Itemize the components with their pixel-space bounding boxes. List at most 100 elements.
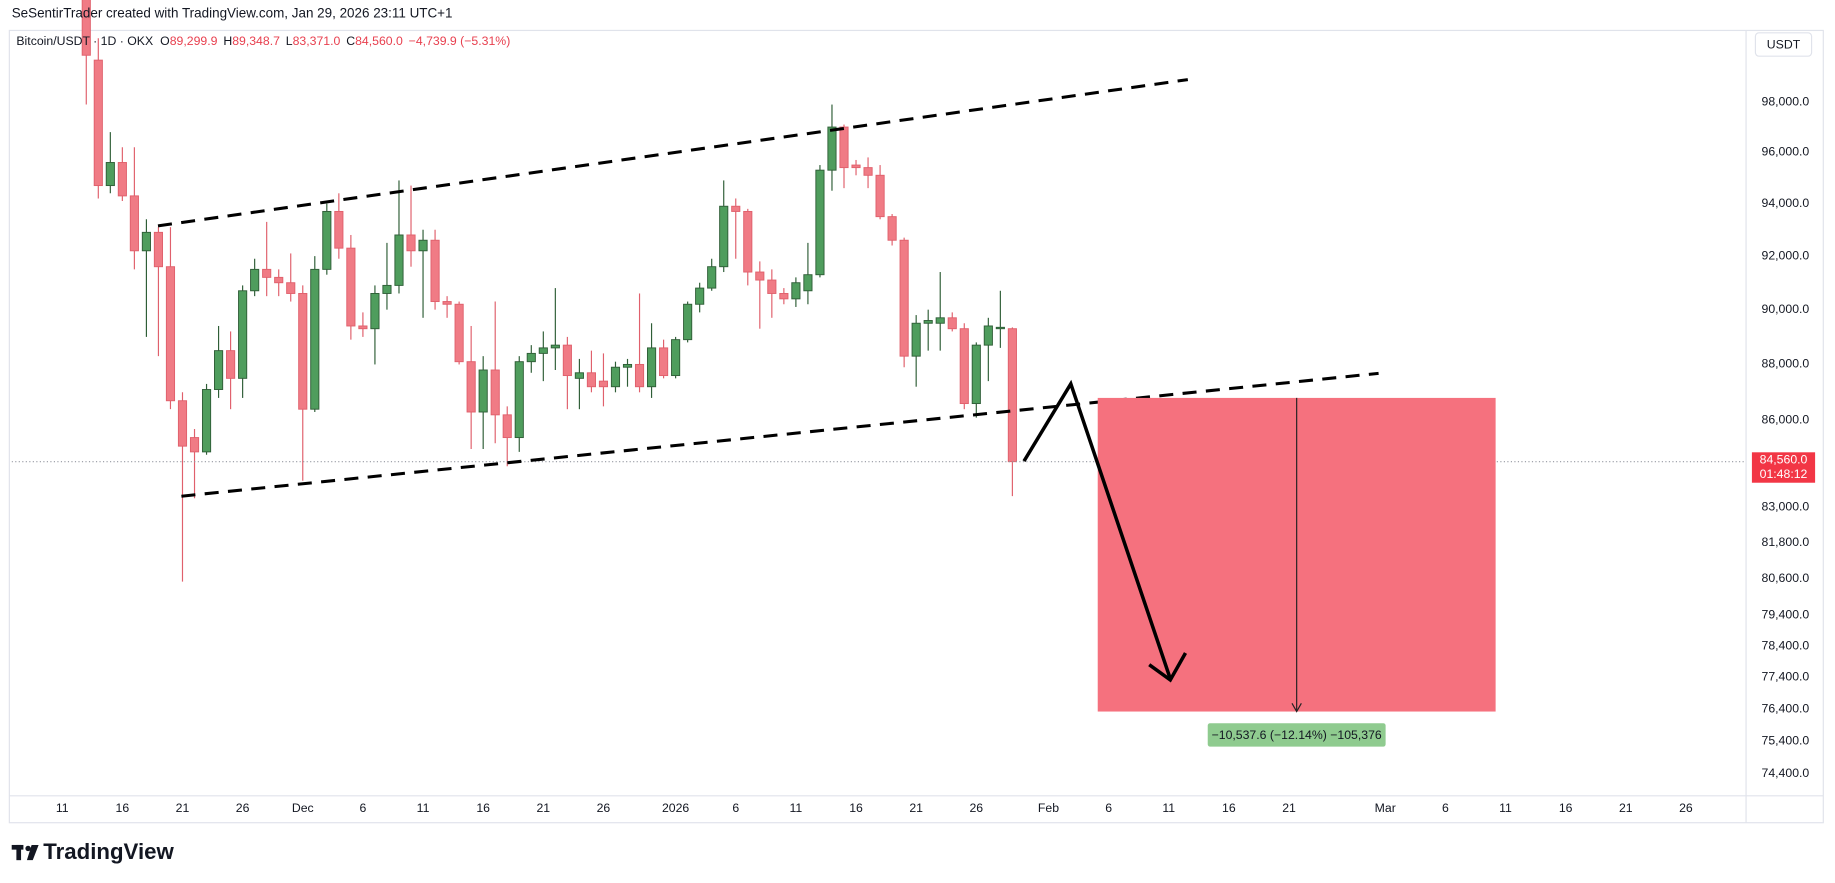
candle-body — [875, 174, 885, 218]
candle-body — [382, 284, 392, 294]
x-tick-label: 26 — [236, 801, 250, 815]
upper-trend-line — [157, 78, 1189, 228]
readout-key: C — [346, 34, 355, 48]
candle-body — [586, 372, 596, 388]
candle-body — [177, 400, 188, 447]
brand-logo — [11, 844, 39, 861]
candle-body — [803, 274, 813, 292]
candle-body — [683, 303, 693, 341]
candle-body — [887, 216, 897, 241]
candle-body — [165, 266, 176, 402]
candle-body — [791, 282, 801, 300]
candle-body — [442, 301, 452, 305]
readout-value: 89,299.9 — [170, 34, 218, 48]
x-tick-label: 11 — [790, 801, 803, 815]
lower-trend-line — [181, 371, 1379, 498]
x-tick-label: 26 — [1679, 801, 1693, 815]
y-tick-label: 76,400.0 — [1762, 701, 1810, 715]
x-tick-label: 11 — [1162, 801, 1175, 815]
candle-body — [935, 317, 945, 324]
x-tick-label: 16 — [1559, 801, 1573, 815]
y-tick-label: 77,400.0 — [1762, 670, 1810, 684]
candle-body — [851, 164, 861, 169]
candle-body — [322, 210, 332, 270]
candle-body — [141, 231, 151, 252]
candle-body — [574, 372, 584, 379]
candle-body — [334, 210, 344, 249]
candle-body — [911, 322, 921, 357]
candle-body — [983, 325, 993, 346]
currency: USDT — [1767, 37, 1801, 51]
candle-body — [719, 205, 729, 268]
y-tick-label: 92,000.0 — [1762, 248, 1810, 262]
candle-body — [598, 380, 609, 388]
x-tick-label: 16 — [1222, 801, 1236, 815]
candle-body — [646, 347, 657, 388]
candle-body — [767, 279, 777, 294]
x-tick-label: 11 — [417, 801, 430, 815]
candle-body — [947, 317, 957, 330]
x-tick-label: 6 — [359, 801, 366, 815]
candle-body — [153, 231, 164, 268]
candle-body — [815, 169, 825, 276]
candle-body — [490, 369, 500, 416]
y-tick-label: 94,000.0 — [1762, 196, 1810, 210]
candle-body — [995, 326, 1005, 330]
candle-body — [466, 361, 476, 413]
candle-body — [370, 292, 380, 330]
x-tick-label: Dec — [292, 801, 314, 815]
candle-body — [1007, 328, 1017, 463]
readout-value: 84,560.0 — [355, 34, 403, 48]
candle-body — [394, 234, 404, 286]
x-tick-label: 21 — [176, 801, 190, 815]
readout-key: H — [223, 34, 232, 48]
candle-body — [310, 268, 320, 410]
x-tick-label: 11 — [56, 801, 69, 815]
x-tick-label: 21 — [1282, 801, 1296, 815]
candle-body — [707, 266, 717, 289]
price-tag-box — [1751, 452, 1816, 483]
candle-body — [358, 325, 368, 330]
readout-change: −4,739.9 (−5.31%) — [409, 34, 511, 48]
candle-body — [755, 271, 765, 281]
candle-body — [959, 328, 969, 405]
candle-body — [779, 292, 789, 300]
y-tick-label: 78,400.0 — [1762, 638, 1810, 652]
y-tick-label: 79,400.0 — [1762, 607, 1810, 621]
candle-body — [105, 162, 115, 187]
readout-value: 89,348.7 — [232, 34, 280, 48]
candle-body — [406, 234, 416, 252]
candle-body — [430, 239, 440, 303]
y-tick-label: 88,000.0 — [1762, 357, 1810, 371]
x-tick-label: 21 — [1619, 801, 1633, 815]
candle-body — [201, 389, 212, 453]
price-tag: 84,560.0 — [1760, 453, 1808, 467]
projection-arrow-head — [1148, 652, 1188, 683]
candle-body — [93, 59, 103, 187]
y-tick-label: 96,000.0 — [1762, 145, 1810, 159]
symbol-readout: Bitcoin/USDT · 1D · OKX O89,299.9 H89,348.… — [16, 34, 510, 48]
candle-body — [743, 210, 753, 273]
y-tick-label: 81,800.0 — [1762, 535, 1810, 549]
x-tick-label: 6 — [1105, 801, 1112, 815]
candle-body — [238, 290, 248, 379]
candle-body — [622, 363, 633, 368]
chart-frame — [8, 29, 1824, 824]
candle-body — [514, 361, 524, 439]
x-tick-label: Feb — [1038, 801, 1059, 815]
y-tick-label: 98,000.0 — [1762, 94, 1810, 108]
x-tick-label: 16 — [849, 801, 863, 815]
candle-body — [538, 347, 548, 354]
candle-body — [214, 350, 224, 390]
x-tick-label: 16 — [116, 801, 130, 815]
x-tick-label: Mar — [1375, 801, 1396, 815]
measure-arrow — [1291, 703, 1302, 713]
countdown: 01:48:12 — [1760, 467, 1808, 481]
measure-label: −10,537.6 (−12.14%) −105,376 — [1212, 728, 1382, 742]
candle-body — [839, 126, 849, 169]
candle-body — [863, 167, 873, 176]
y-tick-label: 90,000.0 — [1762, 302, 1810, 316]
candle-body — [899, 239, 909, 357]
candle-body — [610, 366, 621, 388]
